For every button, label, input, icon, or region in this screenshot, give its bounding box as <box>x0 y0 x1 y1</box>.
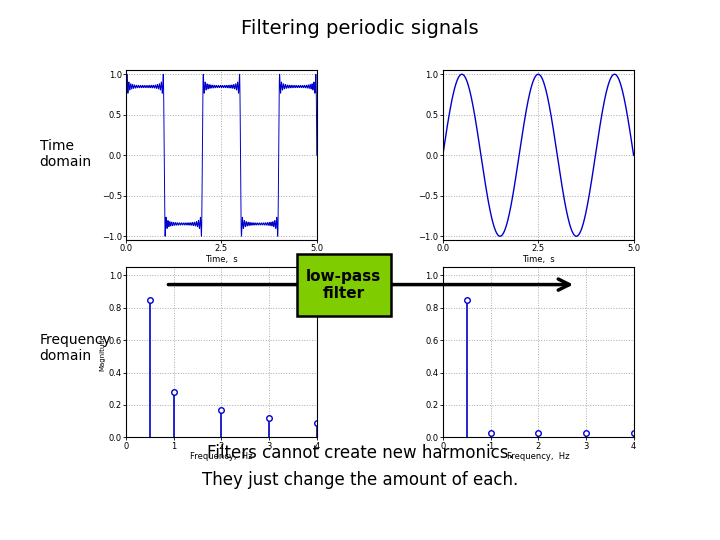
Text: Filtering periodic signals: Filtering periodic signals <box>241 19 479 38</box>
X-axis label: Frequency,  Hz: Frequency, Hz <box>190 452 253 461</box>
X-axis label: Frequency,  Hz: Frequency, Hz <box>507 452 570 461</box>
X-axis label: Time,  s: Time, s <box>522 255 554 264</box>
X-axis label: Time,  s: Time, s <box>205 255 238 264</box>
Text: Filters cannot create new harmonics.
They just change the amount of each.: Filters cannot create new harmonics. The… <box>202 444 518 489</box>
Text: Frequency
domain: Frequency domain <box>40 333 112 363</box>
Text: low-pass
filter: low-pass filter <box>306 269 382 301</box>
Text: Time
domain: Time domain <box>40 139 91 169</box>
Y-axis label: Magnitude: Magnitude <box>100 334 106 371</box>
